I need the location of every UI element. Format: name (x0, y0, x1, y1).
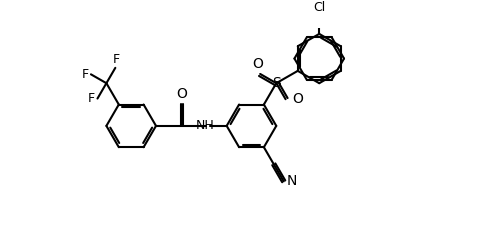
Text: O: O (176, 87, 187, 101)
Text: F: F (82, 68, 89, 81)
Text: NH: NH (196, 119, 215, 132)
Text: O: O (253, 57, 263, 71)
Text: N: N (287, 174, 297, 188)
Text: O: O (292, 92, 303, 106)
Text: F: F (88, 92, 95, 105)
Text: S: S (272, 76, 281, 90)
Text: F: F (112, 52, 119, 66)
Text: Cl: Cl (313, 1, 326, 14)
